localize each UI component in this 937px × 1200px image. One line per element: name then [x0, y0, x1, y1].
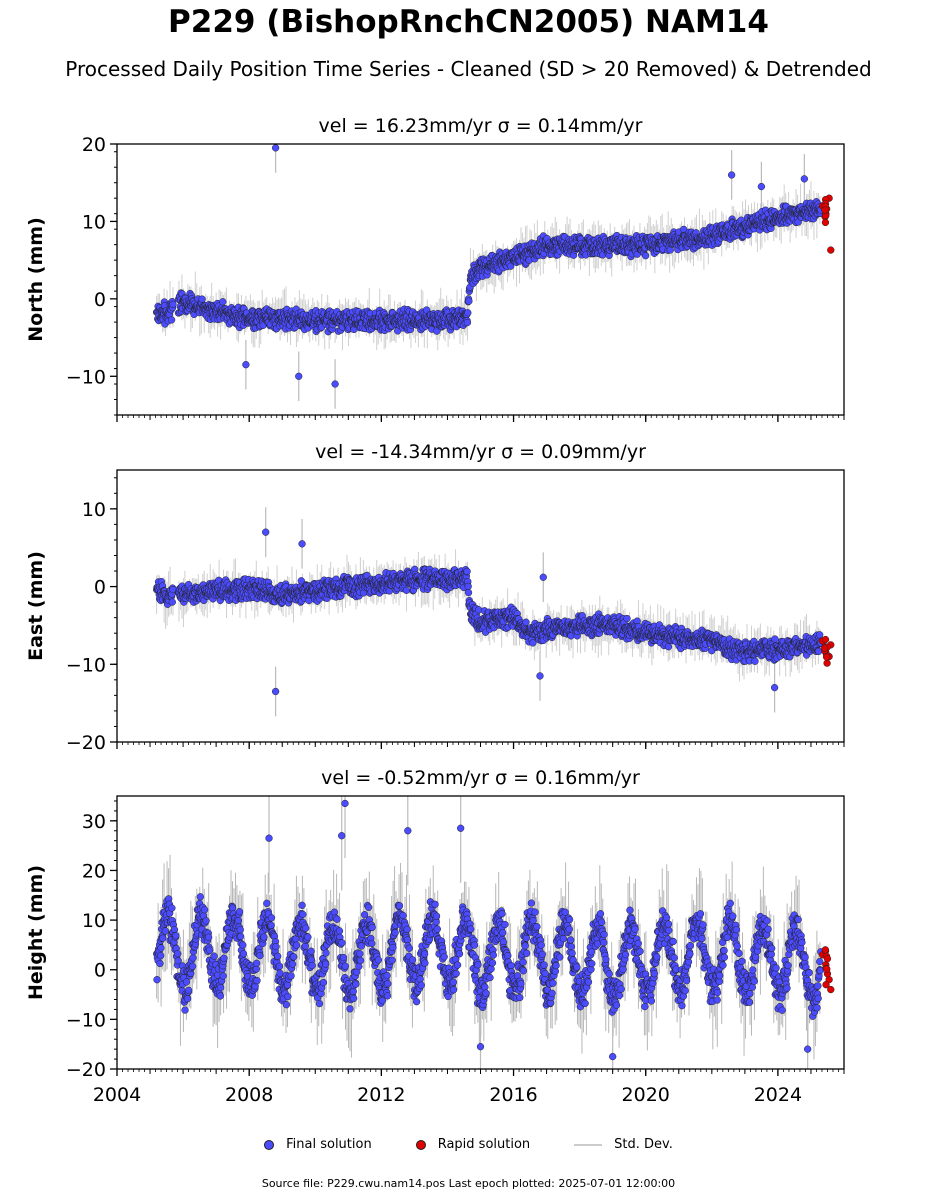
y-tick-label: −10: [66, 654, 106, 676]
final-solution-point: [463, 567, 471, 576]
outlier-point: [770, 683, 779, 692]
final-solution-point: [814, 647, 823, 656]
final-solution-point: [529, 639, 537, 647]
y-tick-label: 0: [94, 577, 106, 599]
panel-title: vel = 16.23mm/yr σ = 0.14mm/yr: [319, 115, 643, 137]
final-solution-point: [522, 618, 530, 626]
outlier-point: [262, 528, 270, 536]
rapid-solution-point: [821, 206, 829, 214]
y-tick-label: −20: [66, 732, 106, 754]
final-solution-point: [167, 316, 176, 324]
final-solution-point: [623, 614, 631, 623]
final-solution-point: [402, 586, 411, 594]
rapid-solution-point: [820, 644, 829, 652]
plot-area: [153, 507, 835, 717]
final-solution-point: [465, 297, 473, 305]
final-solution-point: [641, 252, 650, 260]
final-solution-point: [771, 635, 779, 643]
final-solution-points: [153, 528, 825, 696]
final-solution-point: [297, 577, 305, 585]
chart-panel-1: −10 0 10 20 vel = 16.23mm/yr σ = 0.14mm/yr No…: [25, 115, 845, 422]
plot-area: [153, 796, 835, 1069]
final-solution-point: [168, 598, 176, 606]
rapid-solution-point: [821, 218, 830, 227]
outlier-point: [727, 171, 736, 179]
page-subtitle: Processed Daily Position Time Series - C…: [65, 57, 872, 81]
final-solution-point: [664, 643, 673, 651]
y-tick-label: 10: [82, 211, 106, 233]
final-solution-points: [153, 144, 825, 388]
outlier-point: [271, 144, 280, 152]
outlier-point: [331, 380, 339, 388]
outlier-point: [757, 182, 766, 191]
page-title: P229 (BishopRnchCN2005) NAM14: [168, 4, 769, 40]
final-solution-point: [464, 588, 473, 597]
y-tick-label: 10: [82, 499, 106, 521]
outlier-point: [800, 175, 808, 183]
final-solution-point: [816, 631, 824, 639]
final-solution-point: [219, 298, 227, 306]
rapid-solution-point: [821, 635, 830, 644]
y-axis-label: North (mm): [25, 217, 47, 342]
outlier-point: [539, 573, 547, 581]
outlier-point: [271, 687, 280, 696]
figure: −10 0 10 20 vel = 16.23mm/yr σ = 0.14mm/yr No…: [25, 115, 845, 1106]
plot-area: [153, 144, 835, 409]
outlier-point: [298, 540, 306, 548]
rapid-solution-points: [818, 635, 835, 667]
outlier-point: [295, 372, 303, 380]
y-axis-label: East (mm): [25, 551, 47, 661]
outlier-point: [536, 672, 544, 680]
final-solution-point: [751, 657, 759, 665]
final-solution-point: [433, 327, 441, 335]
y-tick-label: −10: [66, 366, 106, 388]
rapid-solution-points: [818, 194, 835, 254]
std-dev-bars: [156, 796, 821, 1069]
y-tick-label: 20: [82, 134, 106, 156]
rapid-solution-point: [822, 653, 831, 661]
rapid-solution-point: [823, 659, 831, 667]
final-solution-point: [463, 318, 472, 327]
rapid-solution-point: [827, 246, 835, 254]
final-solution-point: [198, 295, 206, 303]
y-tick-label: 0: [94, 289, 106, 311]
panel-title: vel = -14.34mm/yr σ = 0.09mm/yr: [315, 441, 646, 463]
final-solution-point: [464, 582, 472, 591]
chart-panel-2: −20 −10 0 10 vel = -14.34mm/yr σ = 0.09mm/yr…: [25, 441, 845, 754]
outlier-point: [242, 361, 250, 369]
final-solution-point: [169, 300, 177, 308]
final-solution-point: [464, 309, 472, 317]
